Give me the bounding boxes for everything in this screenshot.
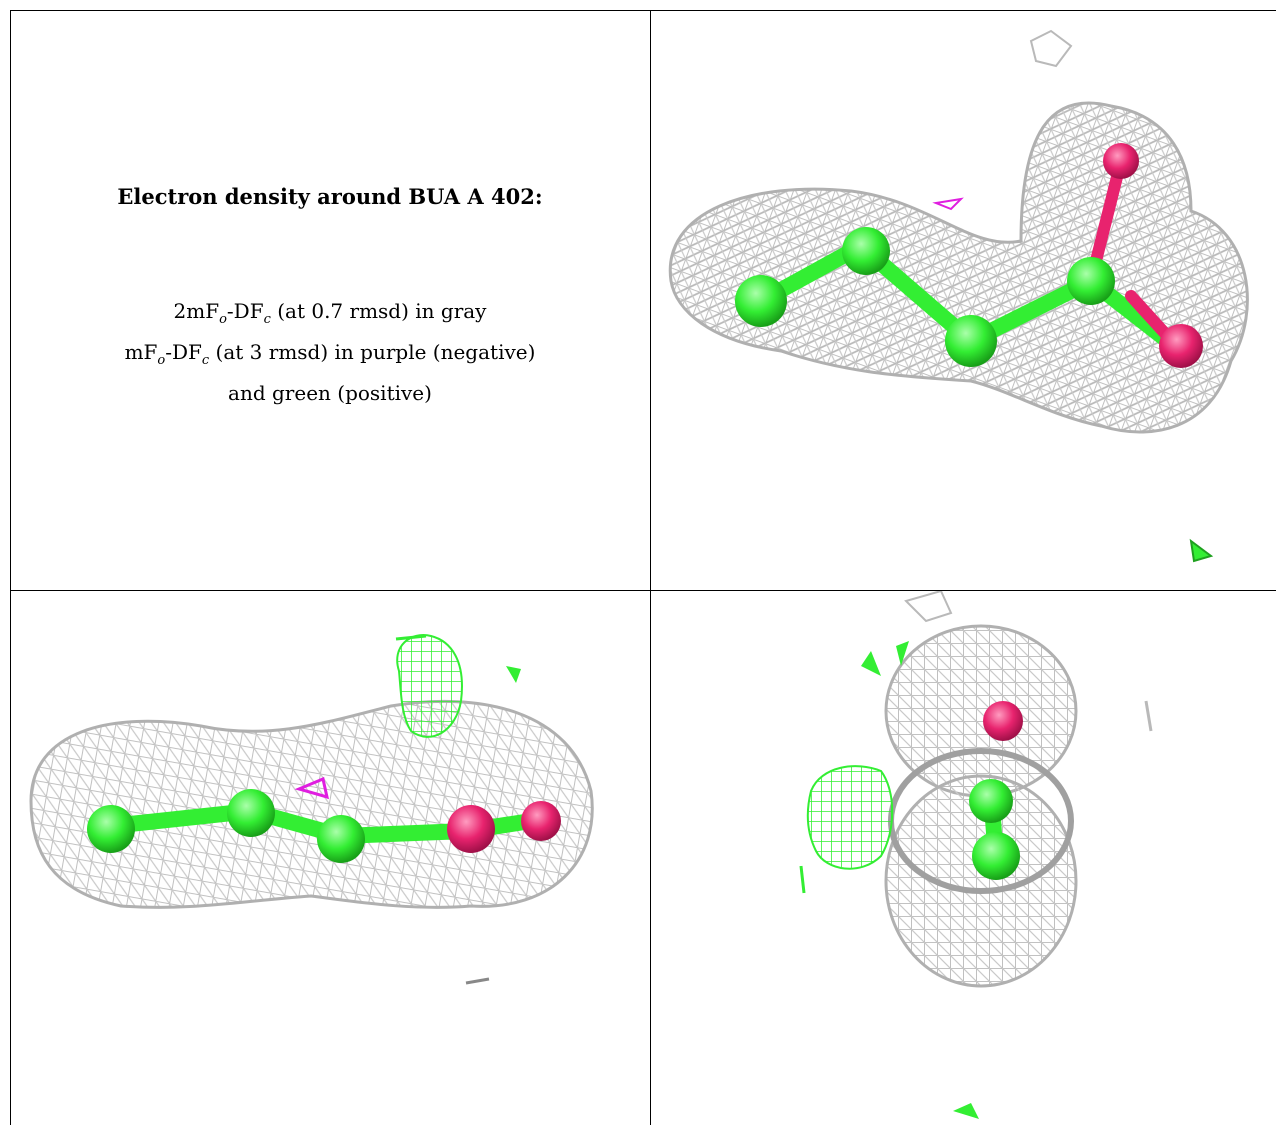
legend-description: 2mFo-DFc (at 0.7 rmsd) in gray mFo-DFc (… [10,295,650,409]
density-view-bottom-left [29,634,594,985]
green-mesh-blob [806,765,894,870]
density-view-bottom-right [799,591,1153,1119]
grid-line-middle-horizontal [10,590,1276,591]
grid-line-left [10,10,11,1125]
legend-line-2fofc: 2mFo-DFc (at 0.7 rmsd) in gray [173,299,487,327]
grid-line-top [10,10,1276,11]
density-view-top-right [668,29,1249,563]
legend-title: Electron density around BUA A 402: [117,184,543,209]
legend-line-fofc: mFo-DFc (at 3 rmsd) in purple (negative) [124,340,536,368]
gray-mesh-blob [668,101,1249,434]
grid-line-middle-vertical [650,10,651,1125]
legend-cell: Electron density around BUA A 402: 2mFo-… [10,10,650,590]
gray-mesh-blob [29,699,594,909]
green-mesh-blob [396,634,463,738]
gray-mesh-lower [884,774,1078,988]
legend-line-colors: and green (positive) [228,381,432,405]
